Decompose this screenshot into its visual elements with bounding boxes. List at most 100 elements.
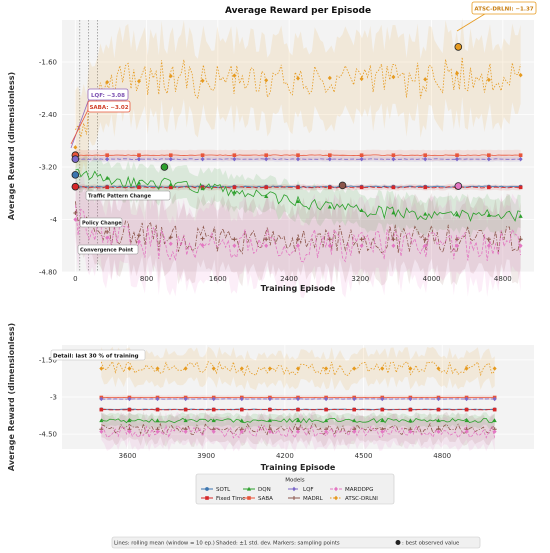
saba-marker <box>137 153 141 157</box>
saba-marker <box>296 153 300 157</box>
fixed-time-marker <box>391 185 396 190</box>
dqn-line <box>101 417 496 424</box>
lqf-label: LQF: −3.08 <box>91 93 125 99</box>
marddpg-marker <box>486 243 491 248</box>
footer-best: : best observed value <box>402 541 459 547</box>
sotl-best-point <box>71 171 80 179</box>
fixed-time-marker <box>359 185 364 190</box>
footer-shaded: Shaded: ±1 std. dev. <box>216 541 272 547</box>
saba-marker <box>487 153 491 157</box>
lqf-marker <box>464 396 469 402</box>
marddpg-marker <box>264 243 269 248</box>
fixed-time-marker <box>232 185 237 190</box>
marddpg-marker <box>155 429 160 434</box>
fixed-time-marker <box>380 407 385 412</box>
x-tick-label: 4500 <box>355 452 373 460</box>
marddpg-marker <box>168 241 173 247</box>
atsc-drlni-marker <box>73 145 78 150</box>
legend-madrl-label: MADRL <box>303 496 324 502</box>
x-tick-label: 3200 <box>351 275 369 283</box>
best-value-marker-icon <box>395 540 401 545</box>
fixed-time-marker <box>423 185 428 190</box>
madrl-marker <box>518 237 523 242</box>
lqf-marker <box>183 396 188 402</box>
legend-madrl-marker <box>292 496 296 500</box>
dqn-marker <box>464 418 469 423</box>
madrl-marker <box>264 237 269 242</box>
dqn-marker <box>183 418 188 423</box>
atsc-drlni-marker <box>296 76 300 81</box>
atsc-drlni-marker <box>324 366 329 371</box>
event-annotations: Traffic Pattern Change Policy Change Con… <box>77 190 171 255</box>
madrl-marker <box>391 237 396 242</box>
saba-marker <box>105 153 109 157</box>
dqn-marker <box>518 214 523 218</box>
atsc-drlni-marker <box>200 78 205 83</box>
lqf-marker <box>423 156 428 162</box>
legend-fixed-time-marker <box>205 496 209 500</box>
marddpg-marker <box>267 429 272 434</box>
marddpg-marker <box>380 429 385 434</box>
main-chart-panel: 0 800 1600 2400 3200 4000 4800 -1.60 -2.40 -3.20 -… <box>7 1 537 298</box>
y-tick-label: -4.80 <box>39 269 57 277</box>
fixed-time-marker <box>168 185 173 190</box>
madrl-marker <box>423 237 428 242</box>
main-series-markers <box>73 71 523 248</box>
traffic-pattern-label: Traffic Pattern Change <box>88 194 152 200</box>
saba-label: SABA: −3.02 <box>89 105 128 111</box>
lqf-marker <box>324 396 329 402</box>
footer-note: Lines: rolling mean (window = 10 ep.) Sh… <box>111 536 481 549</box>
detail-x-axis-label: Training Episode <box>261 463 336 472</box>
x-tick-label: 4800 <box>433 452 451 460</box>
fixed-time-marker <box>408 407 413 412</box>
marddpg-marker <box>359 243 364 248</box>
dqn-marker <box>232 189 237 194</box>
fixed-time-marker <box>518 185 523 190</box>
atsc-drlni-marker <box>183 366 188 371</box>
lqf-marker <box>168 156 173 162</box>
dqn-marker <box>323 418 329 423</box>
marddpg-marker <box>423 243 428 248</box>
marddpg-std-band <box>75 169 521 298</box>
atsc-drlni-marker <box>436 366 441 371</box>
saba-marker <box>391 153 396 157</box>
lqf-marker <box>127 396 132 402</box>
marddpg-marker <box>455 243 460 248</box>
y-tick-label: -1.60 <box>39 59 57 67</box>
dqn-marker <box>486 213 491 217</box>
atsc-drlni-marker <box>105 79 110 85</box>
x-tick-label: 0 <box>73 275 77 283</box>
atsc-drlni-marker <box>211 366 216 371</box>
dqn-marker <box>380 418 385 423</box>
lqf-marker <box>352 396 357 402</box>
atsc-drlni-marker <box>127 366 132 371</box>
fixed-time-marker <box>105 185 109 190</box>
lqf-marker <box>99 396 104 402</box>
lqf-marker <box>239 396 244 402</box>
lqf-marker <box>296 396 300 402</box>
fixed-time-marker <box>436 407 441 412</box>
footer-box <box>111 536 481 549</box>
marddpg-marker <box>136 239 141 244</box>
fixed-time-marker <box>296 185 300 190</box>
lqf-annotation: LQF: −3.08 <box>70 88 129 149</box>
madrl-marker <box>168 235 173 240</box>
y-tick-label: -1.50 <box>39 356 57 364</box>
marddpg-marker <box>327 243 332 248</box>
madrl-marker <box>455 237 460 242</box>
lqf-marker <box>391 156 396 162</box>
fixed-time-marker <box>211 407 216 412</box>
atsc-drlni-marker <box>99 366 104 371</box>
fixed-time-marker <box>264 185 268 190</box>
atsc-drlni-marker <box>455 71 460 76</box>
dqn-marker <box>327 204 332 209</box>
legend-fixed-time-label: Fixed Time <box>216 496 246 502</box>
madrl-marker <box>296 237 300 242</box>
dqn-marker <box>136 180 142 185</box>
dqn-marker <box>359 208 364 213</box>
atsc-drlni-marker <box>327 75 332 81</box>
atsc-drlni-marker <box>492 366 497 371</box>
marddpg-marker <box>183 429 188 434</box>
marddpg-marker <box>105 235 110 240</box>
saba-marker <box>518 153 523 157</box>
